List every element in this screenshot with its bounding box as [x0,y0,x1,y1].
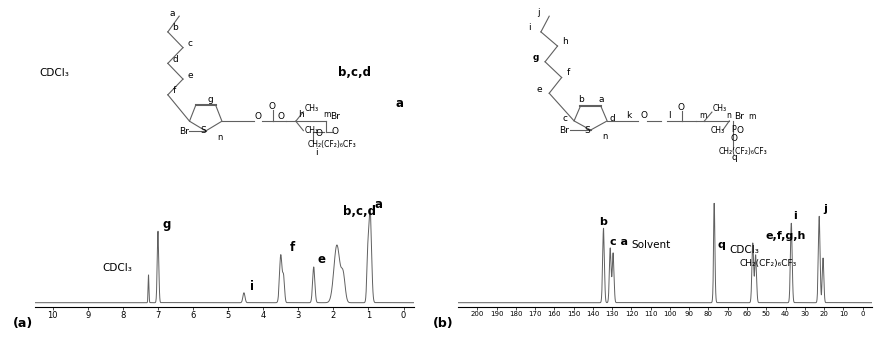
Text: m: m [748,112,755,121]
Text: S: S [584,126,590,134]
Text: O: O [332,127,339,136]
Text: CH₃: CH₃ [711,126,725,135]
Text: n: n [217,133,223,143]
Text: O: O [278,112,285,121]
Text: O: O [255,112,262,121]
Text: S: S [200,126,206,135]
Text: g: g [162,218,171,231]
Text: O: O [640,112,648,120]
Text: CH₂(CF₂)₆CF₃: CH₂(CF₂)₆CF₃ [307,140,356,149]
Text: j: j [823,204,827,214]
Text: q: q [731,153,737,162]
Text: f: f [290,241,295,254]
Text: CDCl₃: CDCl₃ [102,263,132,273]
Text: CH₂(CF₂)₆CF₃: CH₂(CF₂)₆CF₃ [739,259,796,268]
Text: g: g [533,53,539,62]
Text: b,c,d: b,c,d [344,205,376,218]
Text: O: O [677,103,685,112]
Text: b,c,d: b,c,d [338,66,371,79]
Text: (a): (a) [12,317,33,330]
Text: Br: Br [734,112,744,121]
Text: O: O [737,126,744,135]
Text: e: e [318,253,326,266]
Text: i: i [793,211,797,221]
Text: CH₂(CF₂)₆CF₃: CH₂(CF₂)₆CF₃ [719,147,767,156]
Text: c: c [562,114,567,123]
Text: CH₃: CH₃ [304,104,318,113]
Text: k: k [626,112,631,120]
Text: e: e [537,85,543,94]
Text: Br: Br [559,126,569,135]
Text: p: p [731,123,737,132]
Text: e: e [188,70,193,80]
Text: CDCl₃: CDCl₃ [729,245,759,255]
Text: h: h [298,111,303,119]
Text: m: m [700,111,707,120]
Text: n: n [726,111,731,120]
Text: O: O [269,102,276,111]
Text: f: f [566,68,570,77]
Text: a: a [374,198,382,211]
Text: b: b [173,23,178,32]
Text: d: d [173,55,178,64]
Text: i: i [315,148,318,157]
Text: n: n [603,132,608,142]
Text: i: i [529,23,531,32]
Text: Br: Br [179,127,189,136]
Text: l: l [668,112,670,120]
Text: a: a [170,9,175,18]
Text: Br: Br [329,112,340,121]
Text: m: m [323,111,330,119]
Text: Solvent: Solvent [632,240,670,250]
Text: b: b [599,217,607,227]
Text: CDCl₃: CDCl₃ [39,68,69,78]
Text: (b): (b) [433,317,454,330]
Text: i: i [250,280,254,293]
Text: O: O [315,129,322,138]
Text: CH₃: CH₃ [713,104,727,114]
Text: d: d [610,114,615,123]
Text: g: g [208,95,213,104]
Text: a: a [395,97,403,111]
Text: j: j [537,8,539,17]
Text: e,f,g,h: e,f,g,h [766,231,806,241]
Text: b: b [578,95,584,104]
Text: c a: c a [611,237,628,247]
Text: CH₃: CH₃ [304,126,318,135]
Text: f: f [173,86,175,95]
Text: q: q [717,240,725,250]
Text: O: O [730,134,737,143]
Text: h: h [562,36,568,45]
Text: a: a [599,95,604,104]
Text: c: c [188,39,193,48]
